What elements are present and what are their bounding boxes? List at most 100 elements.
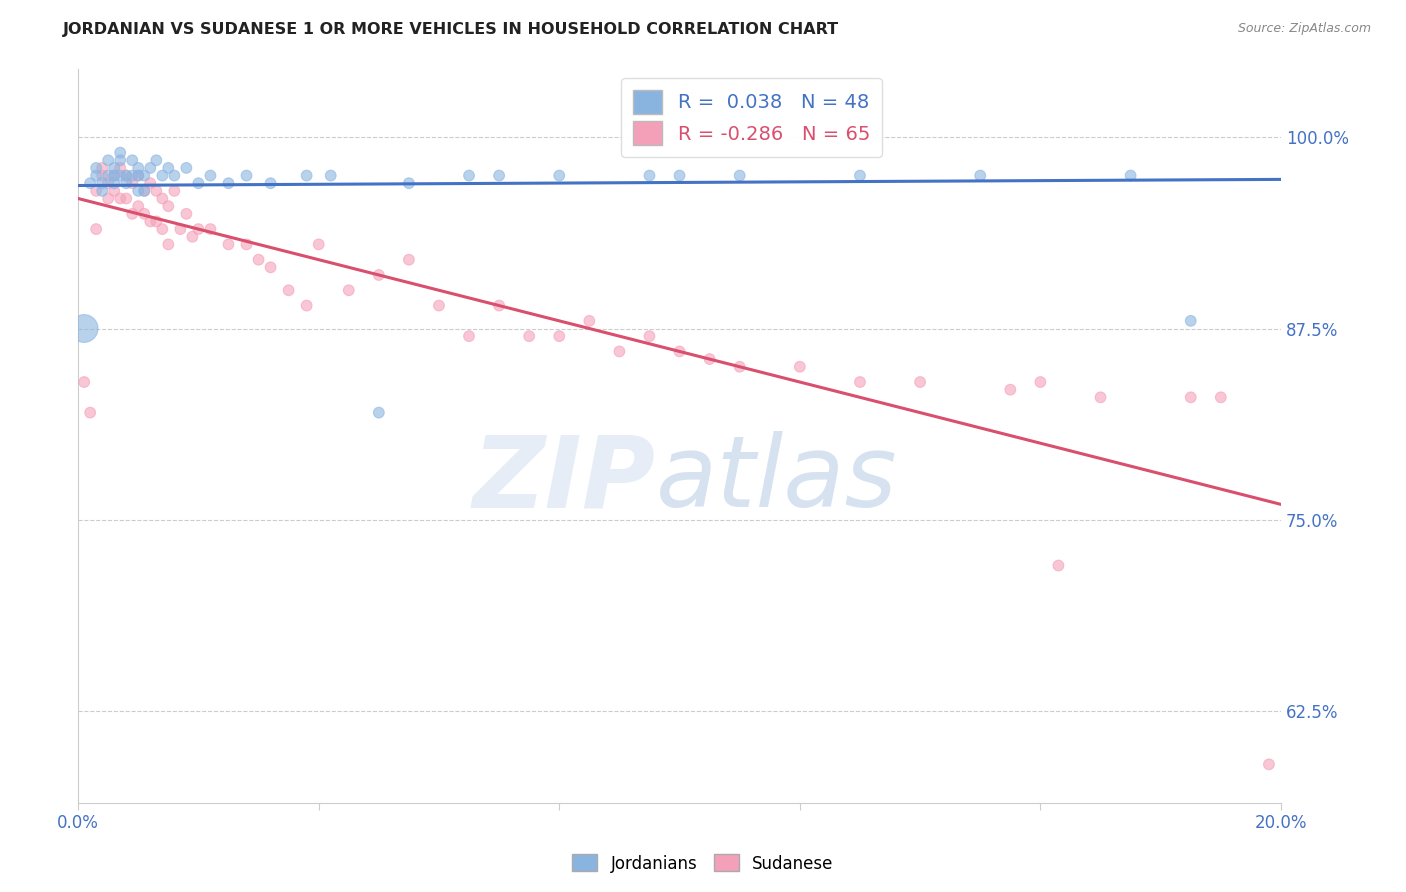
Point bbox=[367, 268, 389, 282]
Point bbox=[699, 352, 721, 367]
Point bbox=[176, 207, 198, 221]
Point bbox=[103, 169, 125, 183]
Point bbox=[103, 184, 125, 198]
Point bbox=[115, 169, 138, 183]
Point bbox=[127, 169, 149, 183]
Point bbox=[458, 329, 481, 343]
Point bbox=[398, 252, 420, 267]
Point bbox=[127, 184, 149, 198]
Point bbox=[163, 169, 186, 183]
Point bbox=[176, 161, 198, 175]
Point bbox=[295, 169, 318, 183]
Point bbox=[134, 207, 156, 221]
Point bbox=[1180, 390, 1202, 404]
Point bbox=[163, 184, 186, 198]
Point bbox=[578, 314, 600, 328]
Point bbox=[308, 237, 330, 252]
Point bbox=[134, 184, 156, 198]
Point bbox=[91, 169, 114, 183]
Point bbox=[127, 161, 149, 175]
Point bbox=[91, 184, 114, 198]
Point bbox=[97, 169, 120, 183]
Point bbox=[235, 237, 257, 252]
Point bbox=[150, 169, 173, 183]
Point bbox=[157, 237, 180, 252]
Point bbox=[127, 169, 149, 183]
Point bbox=[259, 176, 281, 190]
Point bbox=[121, 176, 143, 190]
Point bbox=[277, 283, 299, 297]
Point bbox=[115, 176, 138, 190]
Point bbox=[115, 169, 138, 183]
Point bbox=[97, 192, 120, 206]
Point bbox=[127, 199, 149, 213]
Point bbox=[121, 153, 143, 168]
Point bbox=[187, 176, 209, 190]
Point bbox=[150, 222, 173, 236]
Point bbox=[103, 176, 125, 190]
Point bbox=[84, 161, 107, 175]
Legend: Jordanians, Sudanese: Jordanians, Sudanese bbox=[565, 847, 841, 880]
Point bbox=[969, 169, 991, 183]
Point bbox=[728, 169, 751, 183]
Point bbox=[908, 375, 931, 389]
Point bbox=[319, 169, 342, 183]
Point bbox=[84, 222, 107, 236]
Point bbox=[145, 153, 167, 168]
Point bbox=[110, 161, 132, 175]
Point bbox=[145, 184, 167, 198]
Point bbox=[110, 145, 132, 160]
Point bbox=[91, 176, 114, 190]
Point bbox=[157, 161, 180, 175]
Point bbox=[427, 299, 450, 313]
Text: JORDANIAN VS SUDANESE 1 OR MORE VEHICLES IN HOUSEHOLD CORRELATION CHART: JORDANIAN VS SUDANESE 1 OR MORE VEHICLES… bbox=[63, 22, 839, 37]
Point bbox=[91, 161, 114, 175]
Point bbox=[1029, 375, 1052, 389]
Point bbox=[849, 375, 872, 389]
Point bbox=[150, 192, 173, 206]
Point bbox=[169, 222, 191, 236]
Point bbox=[488, 299, 510, 313]
Point bbox=[121, 207, 143, 221]
Point bbox=[79, 406, 101, 420]
Point bbox=[1119, 169, 1142, 183]
Text: Source: ZipAtlas.com: Source: ZipAtlas.com bbox=[1237, 22, 1371, 36]
Point bbox=[1258, 757, 1281, 772]
Point bbox=[1180, 314, 1202, 328]
Point bbox=[217, 237, 239, 252]
Point bbox=[367, 406, 389, 420]
Point bbox=[235, 169, 257, 183]
Point bbox=[668, 344, 690, 359]
Point bbox=[337, 283, 360, 297]
Point bbox=[247, 252, 270, 267]
Text: ZIP: ZIP bbox=[472, 431, 655, 528]
Point bbox=[458, 169, 481, 183]
Point bbox=[187, 222, 209, 236]
Point bbox=[110, 153, 132, 168]
Point bbox=[97, 153, 120, 168]
Point bbox=[668, 169, 690, 183]
Point bbox=[728, 359, 751, 374]
Point bbox=[134, 169, 156, 183]
Point bbox=[200, 222, 222, 236]
Point bbox=[1209, 390, 1232, 404]
Point bbox=[139, 176, 162, 190]
Point bbox=[134, 184, 156, 198]
Point bbox=[115, 192, 138, 206]
Point bbox=[157, 199, 180, 213]
Point bbox=[139, 214, 162, 228]
Point bbox=[849, 169, 872, 183]
Point bbox=[103, 161, 125, 175]
Point bbox=[97, 176, 120, 190]
Point bbox=[217, 176, 239, 190]
Text: atlas: atlas bbox=[655, 431, 897, 528]
Point bbox=[121, 169, 143, 183]
Point bbox=[110, 192, 132, 206]
Point bbox=[79, 176, 101, 190]
Point bbox=[139, 161, 162, 175]
Point bbox=[638, 329, 661, 343]
Point bbox=[789, 359, 811, 374]
Point bbox=[73, 321, 96, 335]
Point bbox=[84, 169, 107, 183]
Point bbox=[638, 169, 661, 183]
